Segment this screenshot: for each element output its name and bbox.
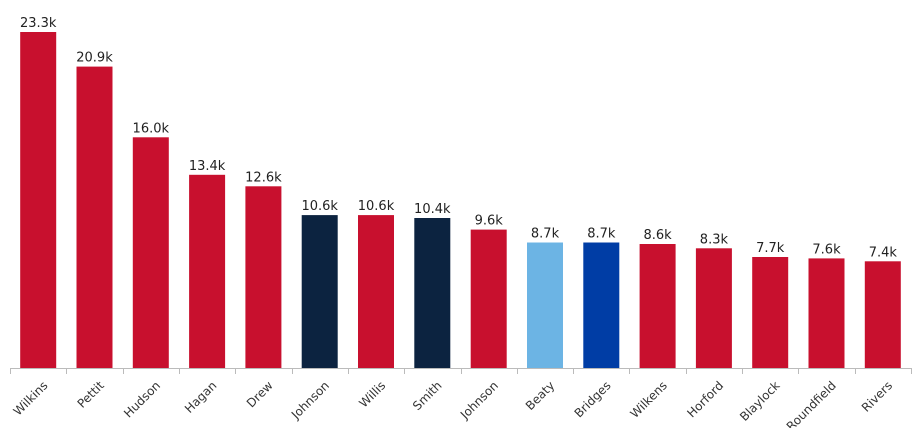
x-tick-label: Pettit [75,378,107,410]
bar-value-label: 13.4k [189,159,226,174]
bar-value-label: 7.7k [756,241,785,256]
x-tick-label: Wilkins [11,378,51,418]
bar[interactable] [20,32,57,368]
bar-value-label: 9.6k [475,214,504,229]
x-tick-label: Johnson [457,378,501,422]
x-tick-label: Smith [410,378,445,413]
x-tick-label: Bridges [572,378,614,420]
bar[interactable] [76,66,113,368]
value-labels-group: 23.3k 20.9k 16.0k 13.4k 12.6k 10.6k 10.6k 10.4k… [20,16,897,260]
bar[interactable] [189,174,226,368]
bar-value-label: 8.3k [700,232,729,247]
bar-value-label: 16.0k [133,121,170,136]
bar-value-label: 8.6k [643,228,672,243]
bar[interactable] [527,242,563,369]
bar[interactable] [470,229,507,368]
x-tick-label: Blaylock [737,378,782,423]
bar-value-label: 8.7k [587,227,616,242]
bar-value-label: 23.3k [20,16,57,31]
bar[interactable] [245,186,282,368]
bar[interactable] [639,244,676,368]
bar[interactable] [358,215,394,368]
bar-value-label: 20.9k [76,51,113,66]
bar-value-label: 10.4k [414,202,451,217]
x-tick-label: Drew [244,378,276,410]
bar[interactable] [583,242,620,369]
bar[interactable] [752,257,789,368]
bar-value-label: 8.7k [531,227,560,242]
bar-value-label: 7.6k [812,242,841,257]
x-axis-ticks [10,368,912,374]
x-axis-tick-labels: Wilkins Pettit Hudson Hagan Drew Johnson Willi… [11,378,895,428]
bar-value-label: 7.4k [869,245,898,260]
bar-value-label: 12.6k [245,170,282,185]
x-tick-label: Horford [684,378,726,420]
x-tick-label: Hagan [182,378,219,415]
bar-value-label: 10.6k [301,199,338,214]
x-tick-label: Hudson [121,378,163,420]
bar[interactable] [301,215,338,368]
bar-value-label: 10.6k [358,199,395,214]
bar[interactable] [414,218,451,368]
bar[interactable] [808,258,845,368]
x-tick-label: Beaty [523,378,557,412]
x-tick-label: Roundfield [784,378,839,428]
x-tick-label: Rivers [859,378,895,414]
bar[interactable] [132,137,169,368]
x-tick-label: Johnson [288,378,332,422]
bar[interactable] [864,261,901,368]
x-tick-label: Wilkens [627,378,669,420]
bars-group [20,32,901,368]
x-tick-label: Willis [356,378,388,410]
bar[interactable] [695,248,732,368]
